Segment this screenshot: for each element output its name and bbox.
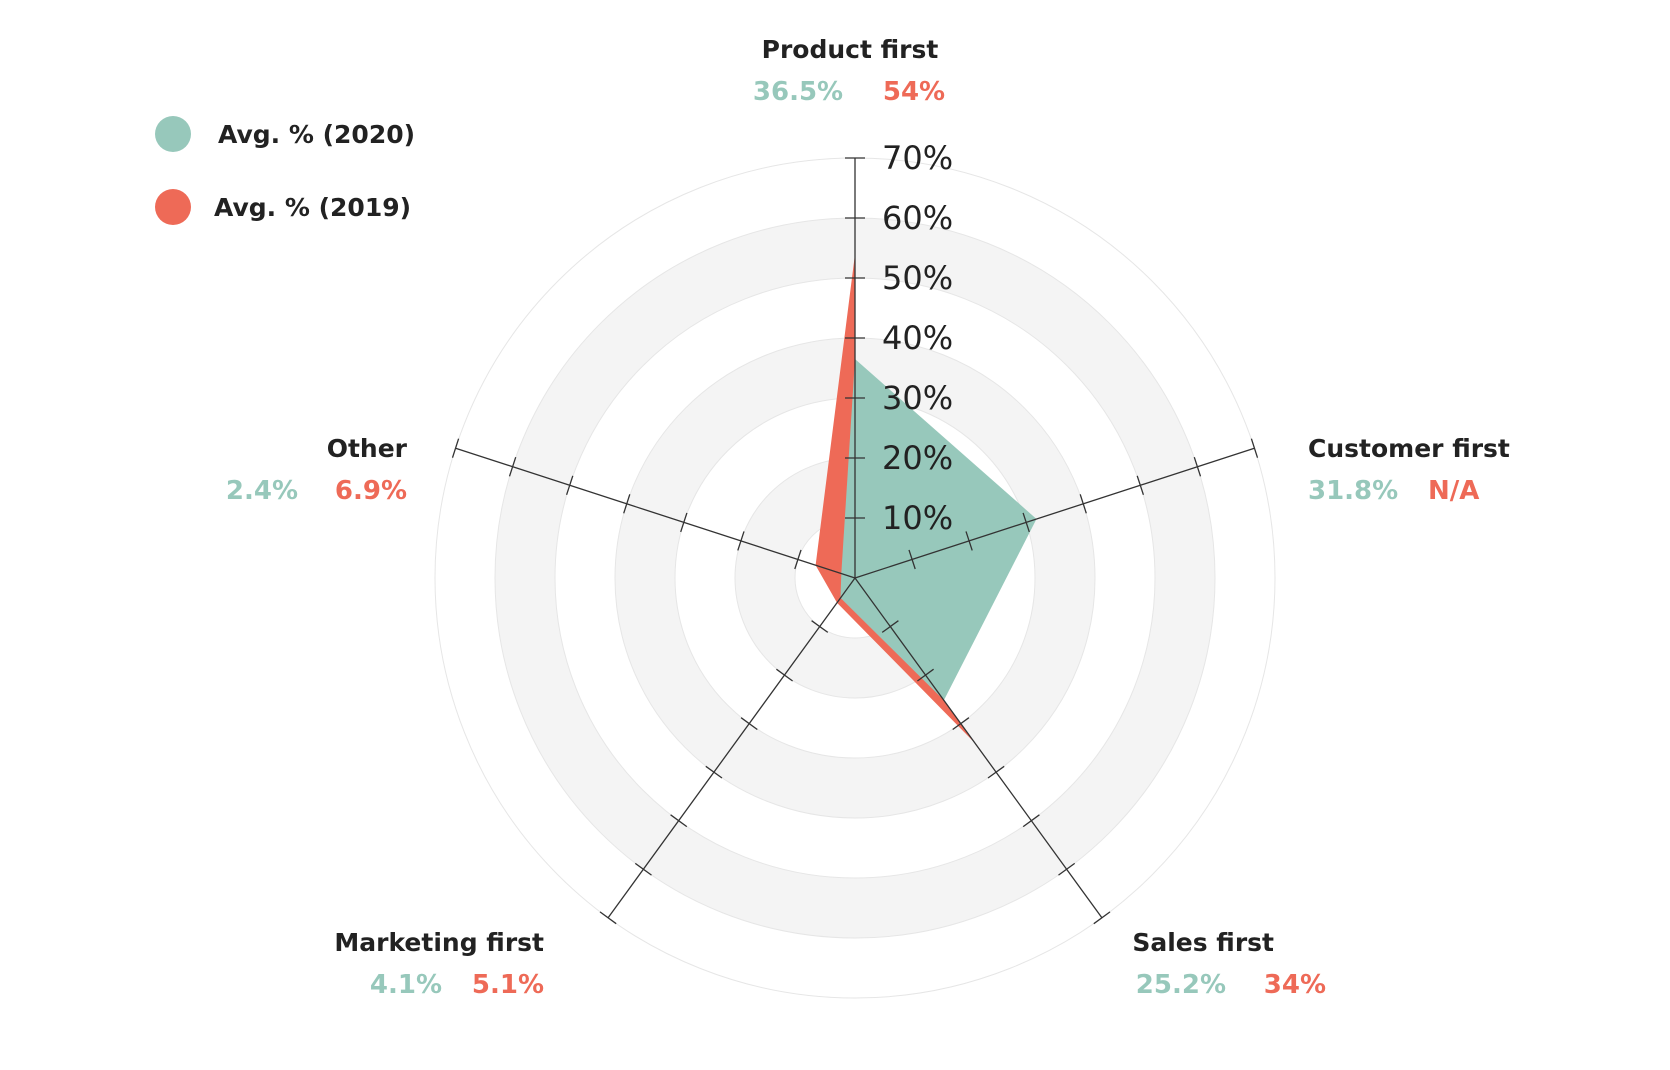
- axis-tick: [811, 620, 829, 633]
- data-label-2020: 31.8%: [1308, 476, 1398, 506]
- axis-tick: [952, 717, 970, 731]
- axis-line: [854, 447, 1255, 579]
- tick-label: 30%: [882, 379, 953, 417]
- axis-tick: [908, 549, 916, 570]
- axis-tick: [451, 438, 460, 458]
- series-layer: [815, 254, 1037, 743]
- category-label: Customer first: [1308, 434, 1510, 463]
- data-label-2020: 2.4%: [226, 476, 298, 506]
- category-label: Product first: [762, 35, 939, 64]
- data-label-2019: 34%: [1264, 970, 1326, 1000]
- legend-label-2020: Avg. % (2020): [218, 120, 415, 149]
- category-label: Other: [327, 434, 408, 463]
- axis-tick: [623, 494, 631, 514]
- tick-label: 10%: [882, 499, 953, 537]
- axis-tick: [565, 475, 574, 496]
- axis-tick: [965, 531, 973, 551]
- axis-tick: [1136, 475, 1145, 496]
- category-labels: Product first 36.5% 54% Customer first 31.8%…: [226, 35, 1510, 1000]
- data-label-2019: N/A: [1428, 476, 1479, 506]
- axis-tick: [1079, 494, 1087, 514]
- axis-tick: [680, 512, 688, 533]
- axis-tick: [599, 911, 617, 925]
- category-label: Sales first: [1132, 928, 1274, 957]
- axis-line: [455, 447, 856, 579]
- legend: Avg. % (2020) Avg. % (2019): [155, 116, 415, 225]
- category-label: Marketing first: [334, 928, 544, 957]
- axis-tick: [1093, 911, 1111, 925]
- data-label-2020: 25.2%: [1136, 970, 1226, 1000]
- axis-tick: [881, 620, 899, 633]
- axis-tick: [987, 765, 1005, 779]
- radial-tick-labels: 10% 20% 30% 40% 50% 60% 70%: [882, 139, 953, 537]
- tick-label: 50%: [882, 259, 953, 297]
- series-area-2020: [840, 359, 1037, 701]
- axis-tick: [670, 814, 688, 828]
- axis-tick: [1022, 814, 1040, 828]
- axis-tick: [1250, 438, 1259, 458]
- series-area-2019: [815, 254, 975, 743]
- data-label-2019: 6.9%: [335, 476, 407, 506]
- tick-label: 70%: [882, 139, 953, 177]
- data-label-2019: 5.1%: [472, 970, 544, 1000]
- tick-label: 40%: [882, 319, 953, 357]
- axis-line: [607, 577, 856, 919]
- axis-tick: [740, 717, 758, 731]
- axis-tick: [776, 668, 793, 682]
- axis-tick: [634, 862, 652, 876]
- axis-tick: [737, 531, 745, 551]
- axis-tick: [1058, 862, 1076, 876]
- radar-axes: [451, 157, 1259, 925]
- axis-tick: [508, 456, 517, 477]
- legend-swatch-2019: [155, 189, 191, 225]
- axis-tick: [794, 549, 802, 570]
- data-label-2019: 54%: [883, 77, 945, 107]
- axis-line: [854, 577, 1103, 919]
- data-label-2020: 4.1%: [370, 970, 442, 1000]
- axis-tick: [917, 668, 934, 682]
- axis-tick: [705, 765, 723, 779]
- tick-label: 20%: [882, 439, 953, 477]
- axis-tick: [1193, 456, 1202, 477]
- tick-label: 60%: [882, 199, 953, 237]
- legend-label-2019: Avg. % (2019): [214, 193, 411, 222]
- data-label-2020: 36.5%: [753, 77, 843, 107]
- axis-tick: [1022, 512, 1030, 533]
- legend-swatch-2020: [155, 116, 191, 152]
